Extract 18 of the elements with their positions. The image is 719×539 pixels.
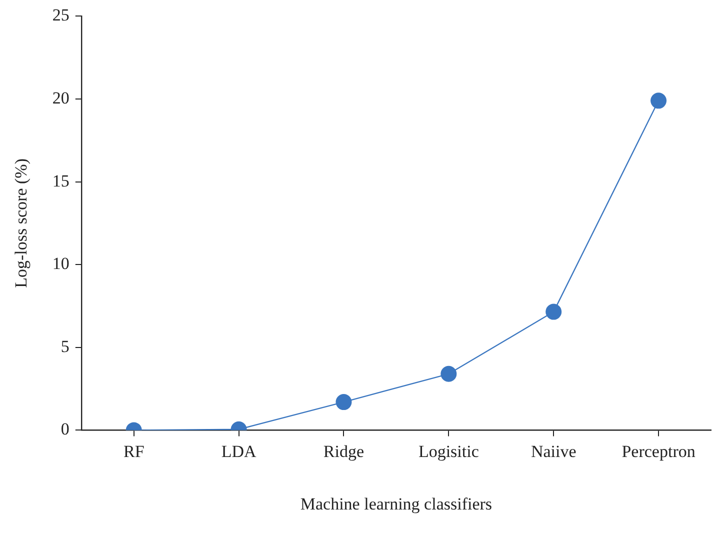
- x-tick-label: Naiive: [530, 442, 576, 461]
- y-axis-title: Log-loss score (%): [12, 158, 31, 288]
- point: [440, 366, 457, 382]
- y-tick-label: 10: [52, 254, 70, 274]
- y-tick-label: 0: [60, 420, 70, 439]
- x-tick-label: Perceptron: [622, 442, 696, 461]
- x-axis-title: Machine learning classifiers: [300, 494, 492, 514]
- y-tick-label: 5: [60, 336, 70, 356]
- x-tick-label: Ridge: [323, 442, 364, 461]
- point: [336, 394, 352, 410]
- x-tick-label: RF: [123, 442, 144, 461]
- x-tick-label: LDA: [221, 442, 257, 461]
- point: [546, 304, 562, 320]
- y-tick-label: 15: [52, 171, 70, 190]
- x-tick-label: Logisitic: [418, 442, 480, 461]
- y-tick-label: 20: [52, 88, 70, 108]
- y-tick-label: 25: [52, 6, 70, 25]
- point: [650, 92, 667, 109]
